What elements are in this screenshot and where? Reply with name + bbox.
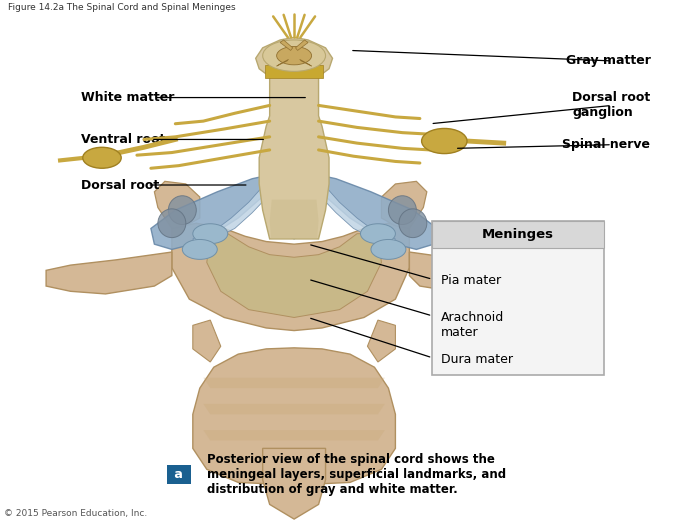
Polygon shape xyxy=(266,173,322,239)
Ellipse shape xyxy=(193,224,228,244)
Polygon shape xyxy=(280,40,293,50)
Ellipse shape xyxy=(371,239,406,259)
Polygon shape xyxy=(206,234,382,318)
Text: Dorsal root
ganglion: Dorsal root ganglion xyxy=(572,91,650,119)
Bar xyxy=(433,220,603,248)
Text: Pia mater: Pia mater xyxy=(441,274,501,287)
Polygon shape xyxy=(312,176,395,244)
Text: Posterior view of the spinal cord shows the
meningeal layers, superficial landma: Posterior view of the spinal cord shows … xyxy=(206,453,506,496)
Polygon shape xyxy=(155,181,199,228)
Text: a: a xyxy=(170,468,188,481)
Text: Meninges: Meninges xyxy=(482,228,554,241)
Polygon shape xyxy=(276,59,288,66)
Bar xyxy=(433,220,603,375)
Text: Ventral root: Ventral root xyxy=(81,133,165,146)
Ellipse shape xyxy=(182,239,217,259)
Polygon shape xyxy=(151,173,276,249)
Ellipse shape xyxy=(276,47,312,65)
Ellipse shape xyxy=(158,209,186,238)
Polygon shape xyxy=(368,320,395,362)
Ellipse shape xyxy=(421,129,467,154)
Polygon shape xyxy=(193,320,220,362)
Ellipse shape xyxy=(389,196,416,225)
Polygon shape xyxy=(46,252,172,294)
Text: © 2015 Pearson Education, Inc.: © 2015 Pearson Education, Inc. xyxy=(4,509,148,518)
Polygon shape xyxy=(256,37,332,239)
Ellipse shape xyxy=(169,196,196,225)
Polygon shape xyxy=(270,200,318,239)
Ellipse shape xyxy=(83,148,121,168)
Ellipse shape xyxy=(360,224,395,244)
Text: Dorsal root: Dorsal root xyxy=(81,178,160,192)
Polygon shape xyxy=(203,377,385,388)
Polygon shape xyxy=(203,430,385,440)
Polygon shape xyxy=(295,40,308,50)
Polygon shape xyxy=(300,59,312,66)
Polygon shape xyxy=(193,176,276,244)
Bar xyxy=(265,65,323,78)
Text: Dura mater: Dura mater xyxy=(441,353,513,365)
Ellipse shape xyxy=(262,40,326,71)
Polygon shape xyxy=(382,181,427,228)
Polygon shape xyxy=(172,223,410,331)
Ellipse shape xyxy=(399,209,427,238)
Polygon shape xyxy=(203,404,385,414)
Text: Spinal nerve: Spinal nerve xyxy=(562,138,650,151)
Text: White matter: White matter xyxy=(81,91,174,104)
Text: Figure 14.2a The Spinal Cord and Spinal Meninges: Figure 14.2a The Spinal Cord and Spinal … xyxy=(8,3,235,12)
Polygon shape xyxy=(193,348,396,485)
Text: Gray matter: Gray matter xyxy=(566,55,650,67)
Polygon shape xyxy=(312,173,438,249)
Text: Arachnoid
mater: Arachnoid mater xyxy=(441,311,504,339)
Polygon shape xyxy=(410,252,528,294)
Polygon shape xyxy=(262,448,326,519)
